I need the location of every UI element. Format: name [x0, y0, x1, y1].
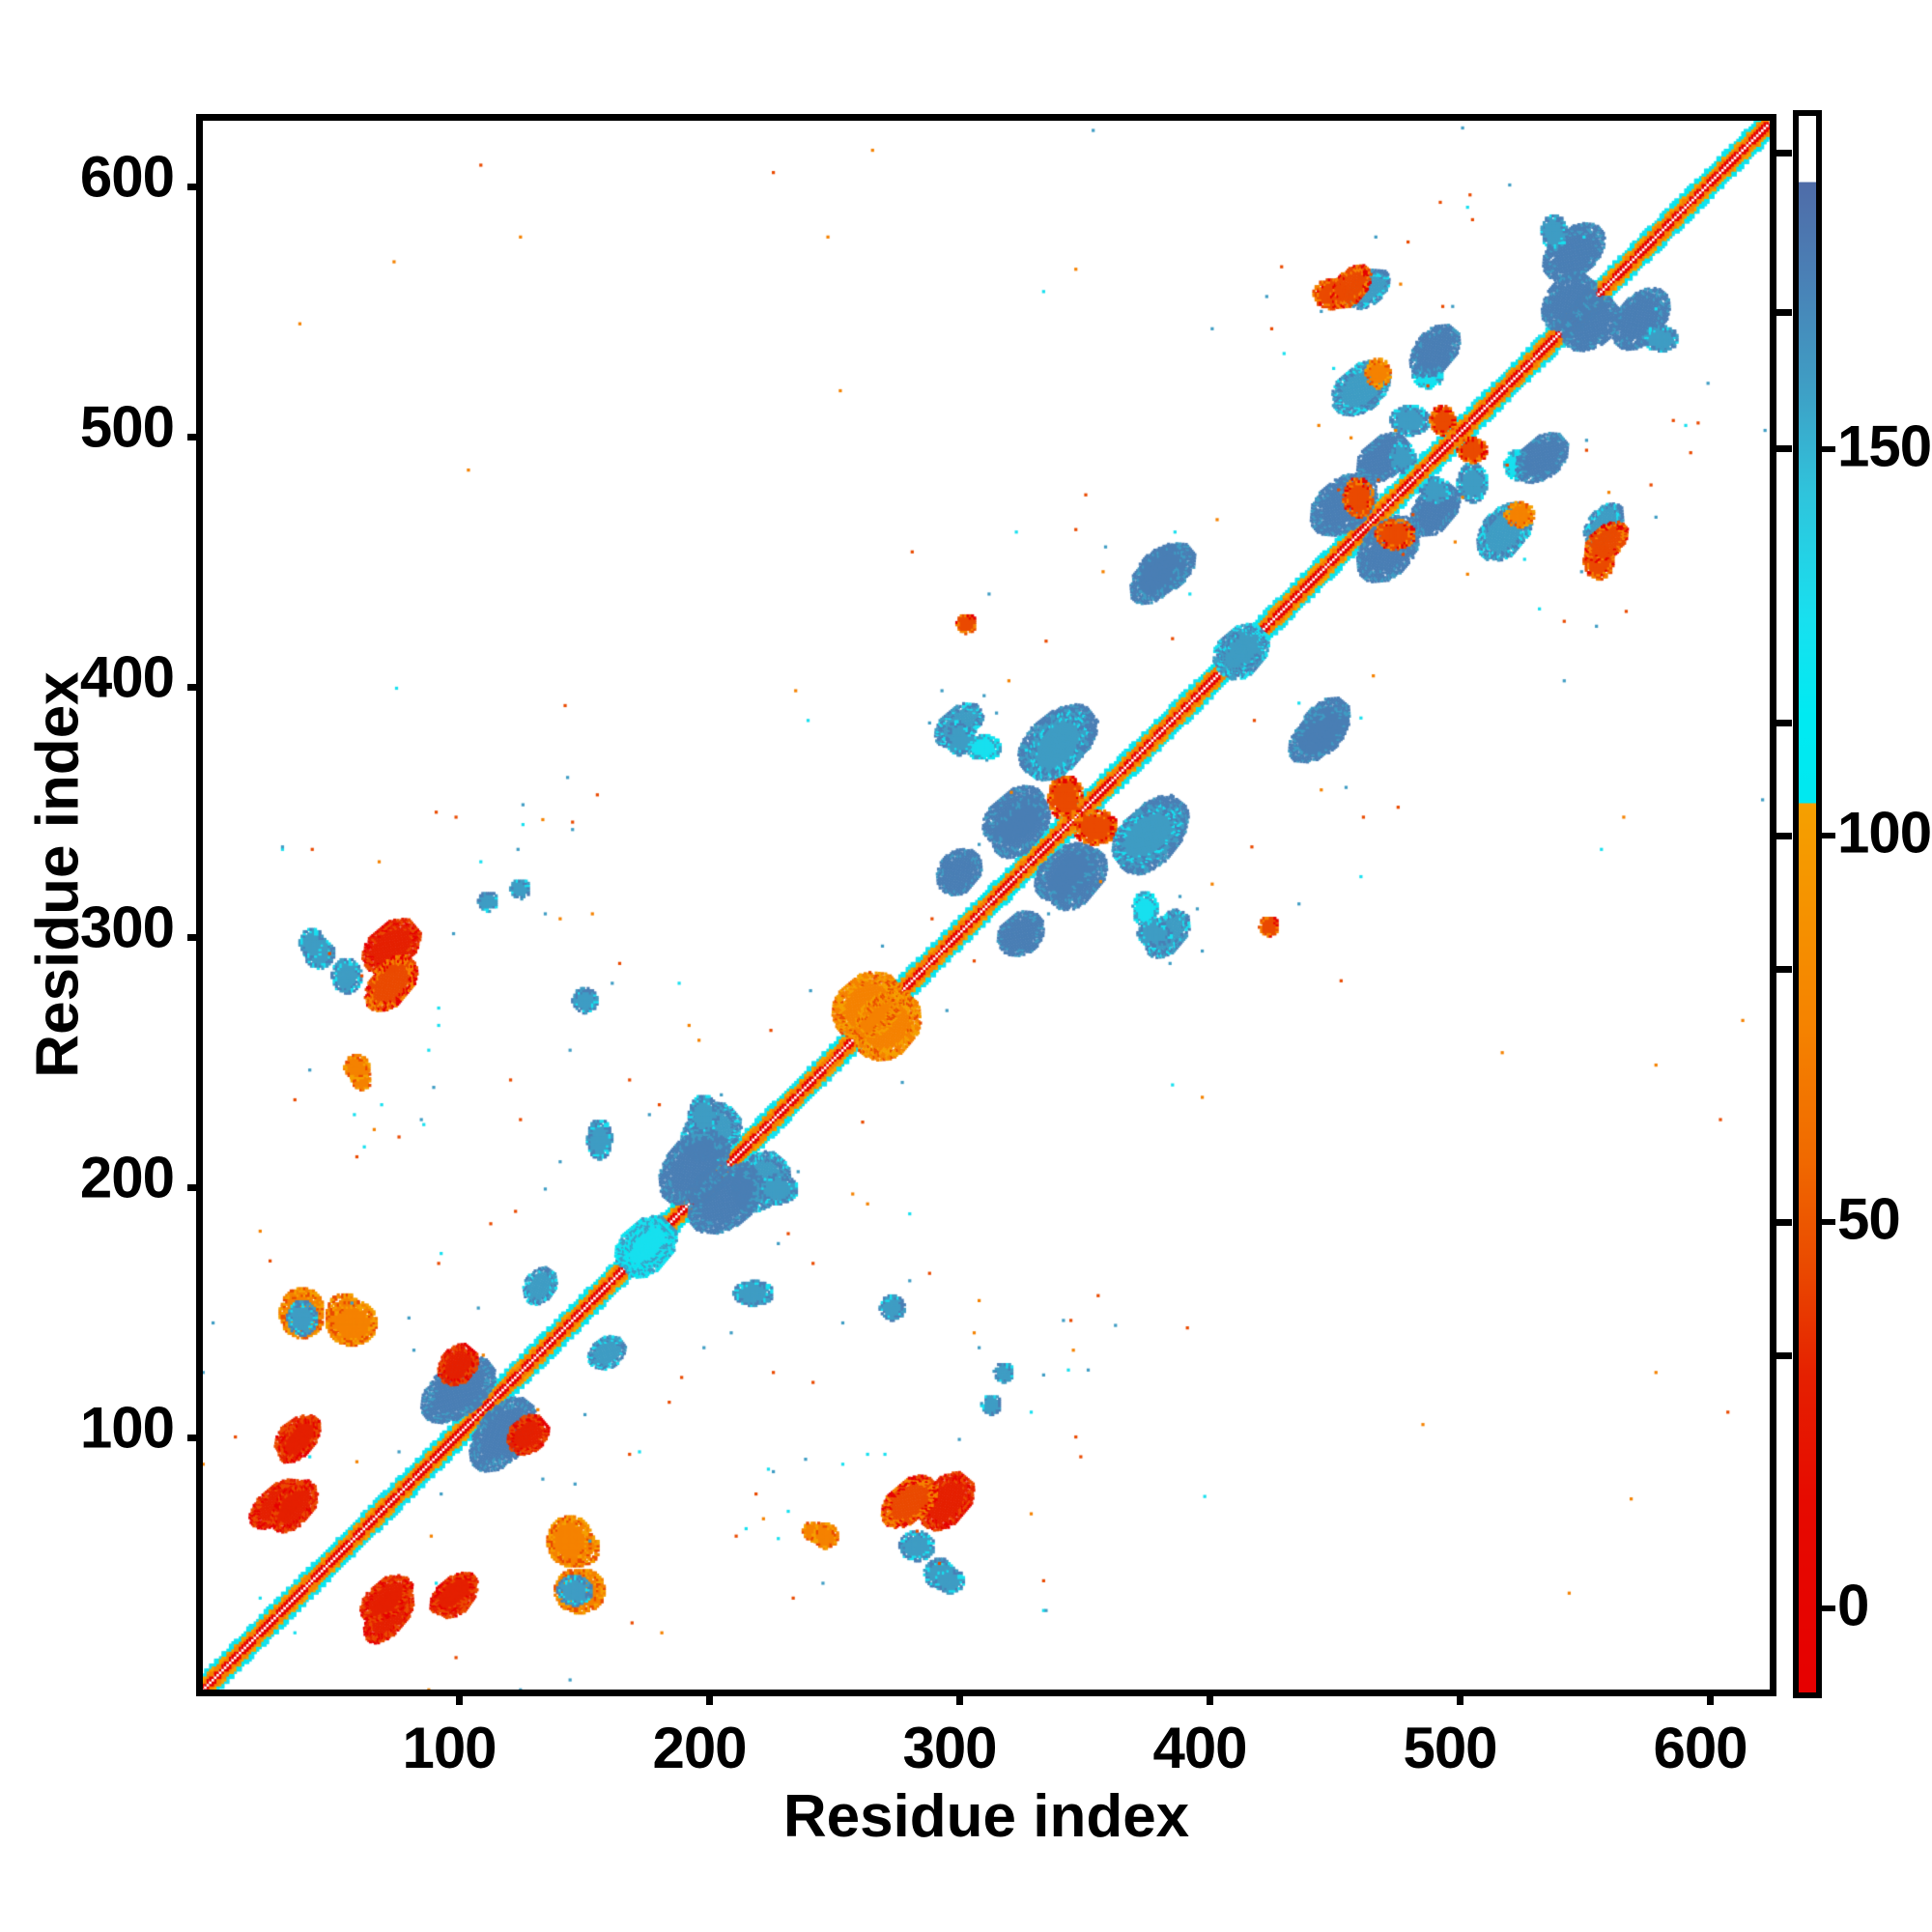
x-tick-label-100: 100	[402, 1716, 497, 1780]
x-tick-label-400: 400	[1152, 1716, 1247, 1780]
colorbar-tickmark-100	[1822, 833, 1835, 838]
y-tickmark-500	[187, 434, 203, 440]
y-tickmark-400	[187, 684, 203, 691]
colorbar-label-100: 100	[1837, 800, 1932, 866]
x-tickmark-600	[1707, 1690, 1714, 1705]
x-tick-label-500: 500	[1403, 1716, 1497, 1780]
contact-map-canvas[interactable]	[203, 121, 1770, 1690]
y-tick-label-200: 200	[79, 1145, 175, 1210]
x-tick-label-300: 300	[902, 1716, 997, 1780]
y-axis-title: Residue index	[24, 671, 92, 1078]
colorbar-group: 150 100 50 0	[1793, 110, 1932, 1698]
y-tickmark-300	[187, 934, 203, 941]
y-tick-label-300: 300	[79, 895, 175, 960]
right-spine-tick-3	[1776, 445, 1792, 452]
right-spine-tick-6	[1776, 966, 1792, 973]
x-tick-label-200: 200	[652, 1716, 747, 1780]
x-tickmark-500	[1457, 1690, 1463, 1705]
right-spine-tick-4	[1776, 720, 1792, 726]
colorbar-tickmark-0	[1822, 1605, 1835, 1611]
colorbar-label-0: 0	[1837, 1573, 1869, 1638]
colorbar-label-50: 50	[1837, 1186, 1901, 1252]
x-tickmark-300	[956, 1690, 963, 1705]
colorbar-gradient	[1793, 110, 1822, 1698]
x-axis-title: Residue index	[782, 1783, 1190, 1850]
right-spine-tick-7	[1776, 1219, 1792, 1226]
right-spine-tick-2	[1776, 309, 1792, 316]
right-spine-tick-5	[1776, 833, 1792, 839]
y-tick-label-400: 400	[79, 644, 175, 710]
x-tick-label-600: 600	[1653, 1716, 1747, 1780]
x-tickmark-100	[456, 1690, 463, 1705]
colorbar-tickmark-150	[1822, 446, 1835, 452]
x-tickmark-400	[1207, 1690, 1213, 1705]
x-tickmark-200	[706, 1690, 713, 1705]
colorbar-label-150: 150	[1837, 413, 1932, 479]
colorbar-tickmark-50	[1822, 1219, 1835, 1225]
contact-map-plot-area[interactable]	[187, 114, 1776, 1705]
y-tick-label-600: 600	[79, 144, 175, 210]
y-tickmark-100	[187, 1435, 203, 1441]
y-tick-label-100: 100	[79, 1395, 175, 1461]
y-tickmark-200	[187, 1184, 203, 1191]
y-tickmark-600	[187, 184, 203, 190]
right-spine-tick-1	[1776, 150, 1792, 156]
y-tick-label-500: 500	[79, 394, 175, 460]
right-spine-tick-8	[1776, 1352, 1792, 1359]
